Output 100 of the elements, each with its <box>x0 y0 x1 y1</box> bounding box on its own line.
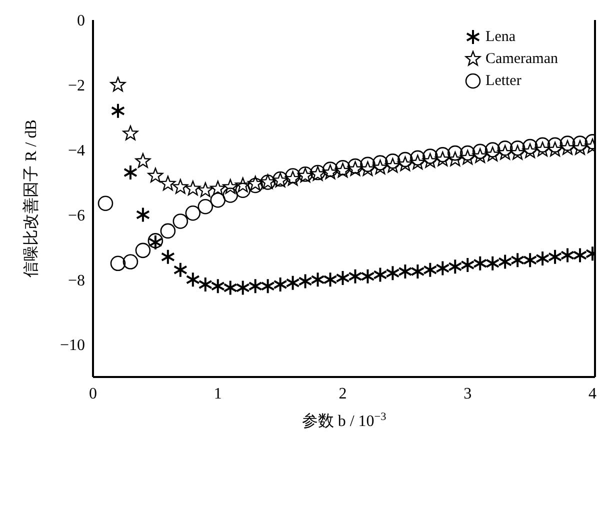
point <box>447 151 463 166</box>
point <box>122 125 138 140</box>
x-tick-label: 1 <box>214 385 222 402</box>
point <box>236 280 250 296</box>
point <box>548 248 562 265</box>
y-tick-label: −2 <box>68 78 85 95</box>
point <box>260 278 275 294</box>
point <box>410 150 426 166</box>
point <box>498 254 512 270</box>
point <box>198 276 212 293</box>
y-tick-label: −10 <box>60 337 85 354</box>
point <box>223 280 238 296</box>
point <box>572 136 588 151</box>
point <box>172 179 188 194</box>
point <box>110 256 126 272</box>
point <box>535 250 550 267</box>
point <box>547 137 563 153</box>
point <box>484 142 500 158</box>
legend-label: Lena <box>486 28 516 47</box>
point <box>298 273 312 290</box>
y-tick-label: 0 <box>77 12 85 30</box>
y-tick-label: −6 <box>68 207 85 224</box>
point <box>510 252 525 268</box>
point <box>560 140 576 155</box>
point <box>460 145 476 161</box>
point <box>198 182 214 198</box>
point <box>572 140 588 155</box>
point <box>534 142 550 156</box>
point <box>398 152 413 168</box>
point <box>336 270 350 286</box>
point <box>398 264 412 280</box>
point <box>185 205 201 221</box>
point <box>560 247 575 264</box>
point <box>173 262 188 278</box>
point <box>310 272 325 288</box>
point <box>522 138 538 154</box>
point <box>372 155 388 170</box>
legend-label: Cameraman <box>486 50 558 69</box>
point <box>422 153 438 168</box>
point <box>160 176 176 191</box>
point <box>460 257 475 274</box>
x-tick-label: 3 <box>464 385 472 402</box>
point <box>360 268 375 284</box>
point <box>372 160 388 174</box>
point <box>410 264 425 280</box>
point <box>222 188 238 203</box>
point <box>547 142 563 156</box>
point <box>484 146 500 162</box>
point <box>534 137 550 153</box>
point <box>385 154 400 169</box>
point <box>248 278 262 294</box>
point <box>210 180 226 196</box>
point <box>448 258 462 275</box>
point <box>360 161 376 176</box>
point <box>286 274 300 291</box>
point <box>560 136 576 151</box>
point <box>123 164 138 181</box>
point <box>472 144 488 160</box>
x-tick-label: 4 <box>588 385 597 402</box>
point <box>373 266 388 283</box>
point <box>122 254 138 270</box>
point <box>160 223 176 239</box>
point <box>135 242 151 258</box>
point <box>136 206 150 223</box>
point <box>497 144 513 160</box>
point <box>486 255 500 272</box>
point <box>210 278 225 294</box>
y-tick-label: −4 <box>68 142 85 160</box>
point <box>435 147 450 162</box>
point <box>423 262 438 278</box>
x-tick-label: 0 <box>89 385 97 402</box>
point <box>422 148 438 164</box>
point <box>348 161 363 176</box>
point <box>135 153 151 168</box>
point <box>110 102 126 119</box>
point <box>384 158 400 173</box>
point <box>148 168 164 182</box>
point <box>434 151 450 166</box>
point <box>510 140 526 156</box>
point <box>222 179 238 194</box>
point <box>235 177 251 192</box>
point <box>186 272 200 288</box>
point <box>198 198 214 214</box>
point <box>348 268 362 284</box>
point <box>447 145 463 161</box>
point <box>210 192 226 208</box>
point <box>160 248 175 265</box>
point <box>497 140 513 156</box>
point <box>510 144 526 160</box>
point <box>110 76 126 92</box>
point <box>185 180 201 196</box>
point <box>98 196 114 212</box>
point <box>397 156 413 172</box>
point <box>472 148 488 163</box>
point <box>410 154 426 170</box>
point <box>436 260 450 276</box>
point <box>172 214 188 229</box>
point <box>360 156 376 172</box>
point <box>273 276 288 293</box>
x-tick-label: 2 <box>338 385 347 402</box>
